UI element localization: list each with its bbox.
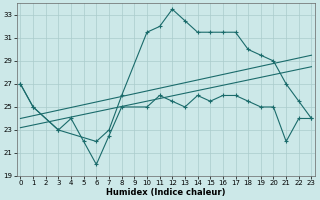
X-axis label: Humidex (Indice chaleur): Humidex (Indice chaleur) — [106, 188, 226, 197]
